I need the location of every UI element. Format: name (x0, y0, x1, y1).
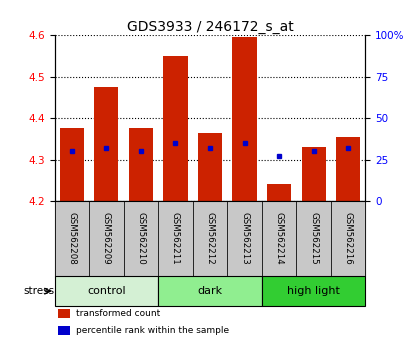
Text: GSM562212: GSM562212 (205, 212, 215, 265)
Text: control: control (87, 286, 126, 296)
Text: GSM562215: GSM562215 (309, 212, 318, 265)
Bar (94, 87, 118, 201)
Bar (55, 201, 89, 276)
Bar (267, 184, 291, 201)
Text: stress: stress (24, 286, 55, 296)
Text: GSM562211: GSM562211 (171, 212, 180, 265)
Bar (58, 309, 70, 318)
Text: GSM562216: GSM562216 (344, 212, 353, 265)
Bar (198, 133, 222, 201)
Text: GSM562209: GSM562209 (102, 212, 111, 265)
Text: percentile rank within the sample: percentile rank within the sample (76, 326, 229, 335)
Bar (158, 276, 262, 306)
Text: dark: dark (197, 286, 223, 296)
Bar (163, 56, 188, 201)
Bar (89, 201, 123, 276)
Text: high light: high light (287, 286, 340, 296)
Text: GSM562214: GSM562214 (275, 212, 284, 265)
Bar (158, 201, 193, 276)
Text: transformed count: transformed count (76, 309, 160, 318)
Bar (262, 276, 365, 306)
Bar (60, 129, 84, 201)
Bar (55, 276, 158, 306)
Text: GSM562210: GSM562210 (136, 212, 145, 265)
Title: GDS3933 / 246172_s_at: GDS3933 / 246172_s_at (126, 21, 294, 34)
Bar (58, 326, 70, 335)
Bar (129, 129, 153, 201)
Bar (227, 201, 262, 276)
Bar (302, 147, 326, 201)
Bar (123, 201, 158, 276)
Bar (193, 201, 227, 276)
Text: GSM562213: GSM562213 (240, 212, 249, 265)
Bar (232, 38, 257, 201)
Bar (297, 201, 331, 276)
Bar (331, 201, 365, 276)
Bar (336, 137, 360, 201)
Text: GSM562208: GSM562208 (67, 212, 76, 265)
Bar (262, 201, 297, 276)
